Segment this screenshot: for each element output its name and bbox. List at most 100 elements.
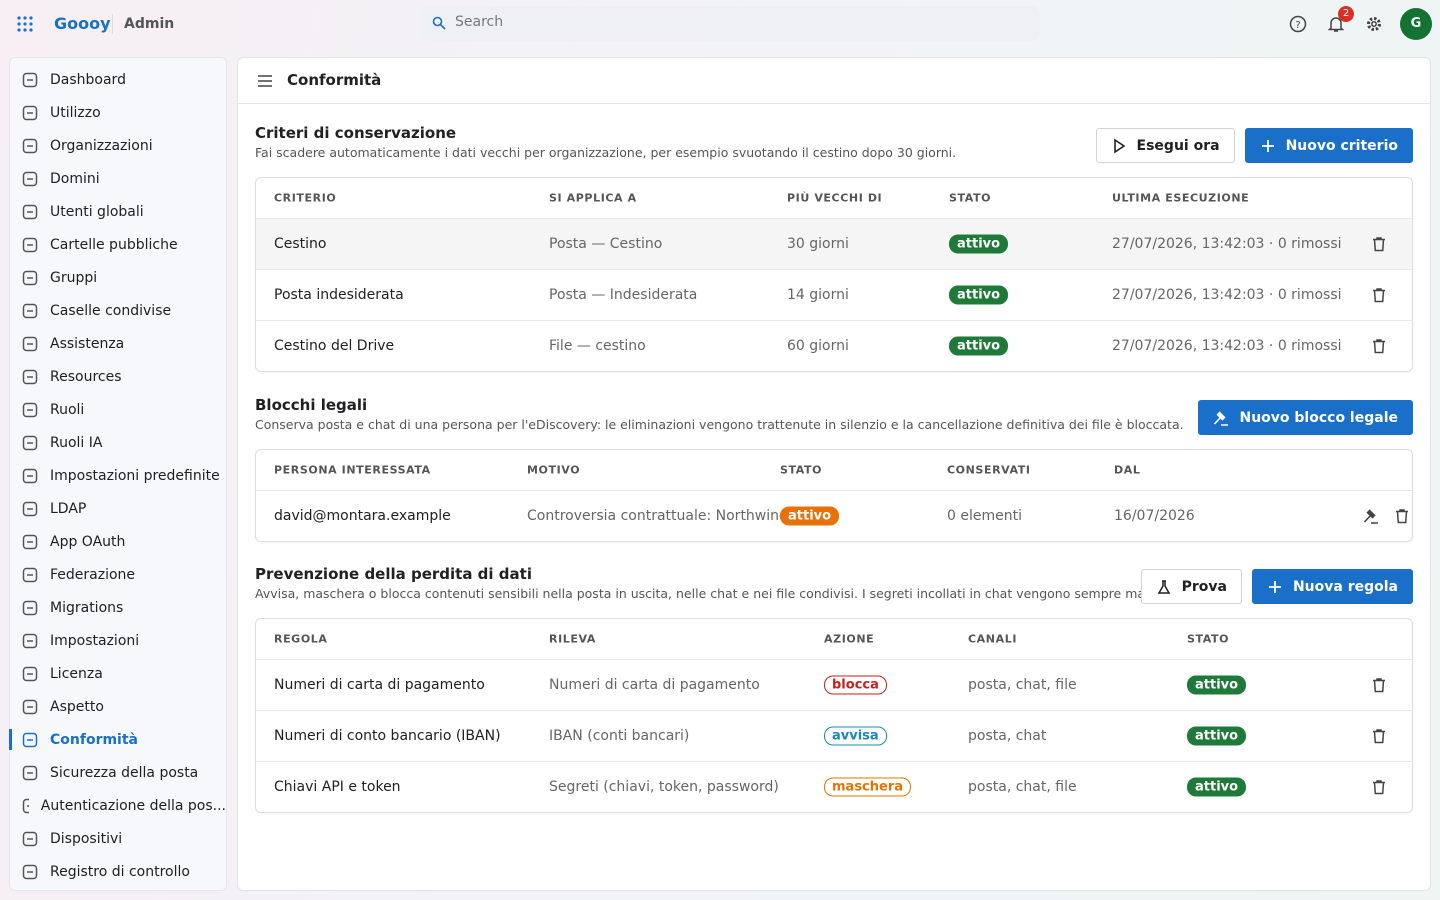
nav-label: Gruppi [50, 269, 98, 286]
status-badge: blocca [824, 675, 887, 695]
nav-icon [22, 72, 38, 87]
nav-item[interactable]: Caselle condivise [10, 294, 226, 327]
cell: attivo [1187, 777, 1247, 797]
cell: attivo [1187, 726, 1247, 746]
menu-icon[interactable] [257, 74, 273, 88]
button-group: Esegui ora Nuovo criterio [1095, 128, 1413, 163]
button[interactable]: Nuovo criterio [1244, 128, 1413, 163]
button[interactable]: Prova [1140, 569, 1242, 604]
button-label: Nuovo criterio [1285, 137, 1398, 154]
table: PERSONA INTERESSATA MOTIVO STATO CONSERVATI… [255, 449, 1413, 542]
nav-item[interactable]: Aspetto [10, 690, 226, 723]
table-header: REGOLA RILEVA AZIONE CANALI STATO [256, 619, 1412, 659]
column-header: SI APPLICA A [549, 191, 637, 205]
nav-item[interactable]: Assistenza [10, 327, 226, 360]
cell: posta, chat, file [968, 677, 1077, 693]
nav-item[interactable]: Impostazioni [10, 624, 226, 657]
nav-icon [22, 138, 38, 153]
release-hold-button[interactable] [1363, 508, 1379, 524]
nav-item[interactable]: Domini [10, 162, 226, 195]
nav-item[interactable]: Gruppi [10, 261, 226, 294]
table-row: david@montara.example Controversia contra… [256, 490, 1412, 541]
cell: Chiavi API e token [274, 779, 401, 795]
nav-item[interactable]: Impostazioni predefinite [10, 459, 226, 492]
delete-button[interactable] [1394, 508, 1410, 524]
search-box[interactable]: Search [420, 6, 1040, 41]
divider [238, 103, 1430, 104]
help-icon[interactable]: ? [1289, 15, 1307, 33]
button[interactable]: Nuova regola [1251, 569, 1413, 604]
nav-label: Aspetto [50, 698, 104, 715]
nav-label: App OAuth [50, 533, 126, 550]
cell: posta, chat, file [968, 779, 1077, 795]
cell: Posta indesiderata [274, 287, 404, 303]
button-icon [1268, 580, 1281, 593]
nav-item[interactable]: Federazione [10, 558, 226, 591]
nav-item[interactable]: Autenticazione della pos... [10, 789, 226, 822]
nav-item[interactable]: Registro di controllo [10, 855, 226, 888]
status-badge: maschera [824, 777, 912, 797]
apps-icon[interactable] [16, 15, 34, 33]
section-name: Admin [124, 16, 175, 32]
sidebar: Dashboard Utilizzo Organizzazioni Domini Ute… [9, 57, 227, 891]
nav-item[interactable]: Licenza [10, 657, 226, 690]
button[interactable]: Esegui ora [1095, 128, 1235, 163]
nav-item[interactable]: Ruoli IA [10, 426, 226, 459]
app-name[interactable]: Goooy [54, 14, 111, 33]
nav-label: Cartelle pubbliche [50, 236, 178, 253]
section: Criteri di conservazione Fai scadere auto… [255, 123, 1413, 372]
cell: 27/07/2026, 13:42:03 · 0 rimossi [1112, 287, 1342, 303]
table: REGOLA RILEVA AZIONE CANALI STATO Numeri di c… [255, 618, 1413, 813]
delete-button[interactable] [1371, 728, 1387, 744]
delete-button[interactable] [1371, 236, 1387, 252]
column-header: STATO [780, 463, 823, 477]
nav-item[interactable]: Dispositivi [10, 822, 226, 855]
delete-button[interactable] [1371, 287, 1387, 303]
nav-icon [22, 666, 38, 681]
column-header: CONSERVATI [947, 463, 1031, 477]
nav-icon [22, 105, 38, 120]
nav-label: Impostazioni predefinite [50, 467, 220, 484]
delete-button[interactable] [1371, 677, 1387, 693]
cell: posta, chat [968, 728, 1047, 744]
table-row: Numeri di carta di pagamento Numeri di ca… [256, 659, 1412, 710]
search-icon [432, 16, 446, 30]
nav-item[interactable]: Ruoli [10, 393, 226, 426]
status-badge: attivo [949, 234, 1009, 254]
nav-label: Ruoli IA [50, 434, 103, 451]
nav-item[interactable]: Migrations [10, 591, 226, 624]
notification-count: 2 [1338, 6, 1354, 22]
nav-label: Resources [50, 368, 122, 385]
cell: maschera [824, 777, 912, 797]
section-description: Conserva posta e chat di una persona per… [255, 417, 1184, 432]
nav-item[interactable]: Resources [10, 360, 226, 393]
nav-item[interactable]: Utenti globali [10, 195, 226, 228]
column-header: ULTIMA ESECUZIONE [1112, 191, 1250, 205]
nav-icon [22, 600, 38, 615]
column-header: MOTIVO [527, 463, 581, 477]
nav-item[interactable]: Dashboard [10, 63, 226, 96]
button[interactable]: Nuovo blocco legale [1198, 400, 1413, 435]
section: Prevenzione della perdita di dati Avvisa,… [255, 564, 1413, 813]
status-badge: attivo [1187, 675, 1247, 695]
nav-item[interactable]: LDAP [10, 492, 226, 525]
section-title: Prevenzione della perdita di dati [255, 565, 532, 583]
nav-item[interactable]: Organizzazioni [10, 129, 226, 162]
nav-item[interactable]: Sicurezza della posta [10, 756, 226, 789]
nav-item[interactable]: Conformità [9, 723, 226, 756]
avatar[interactable]: G [1400, 8, 1432, 40]
nav-item[interactable]: Utilizzo [10, 96, 226, 129]
nav-item[interactable]: Cartelle pubbliche [10, 228, 226, 261]
table-header: CRITERIO SI APPLICA A PIÙ VECCHI DI STATO UL… [256, 178, 1412, 218]
nav-label: Caselle condivise [50, 302, 172, 319]
cell: IBAN (conti bancari) [549, 728, 690, 744]
nav-item[interactable]: App OAuth [10, 525, 226, 558]
cell: blocca [824, 675, 887, 695]
cell: 14 giorni [787, 287, 849, 303]
delete-button[interactable] [1371, 779, 1387, 795]
nav-label: Sicurezza della posta [50, 764, 199, 781]
cell: attivo [780, 506, 840, 526]
button-icon [1214, 410, 1229, 426]
delete-button[interactable] [1371, 338, 1387, 354]
settings-icon[interactable] [1365, 15, 1383, 33]
